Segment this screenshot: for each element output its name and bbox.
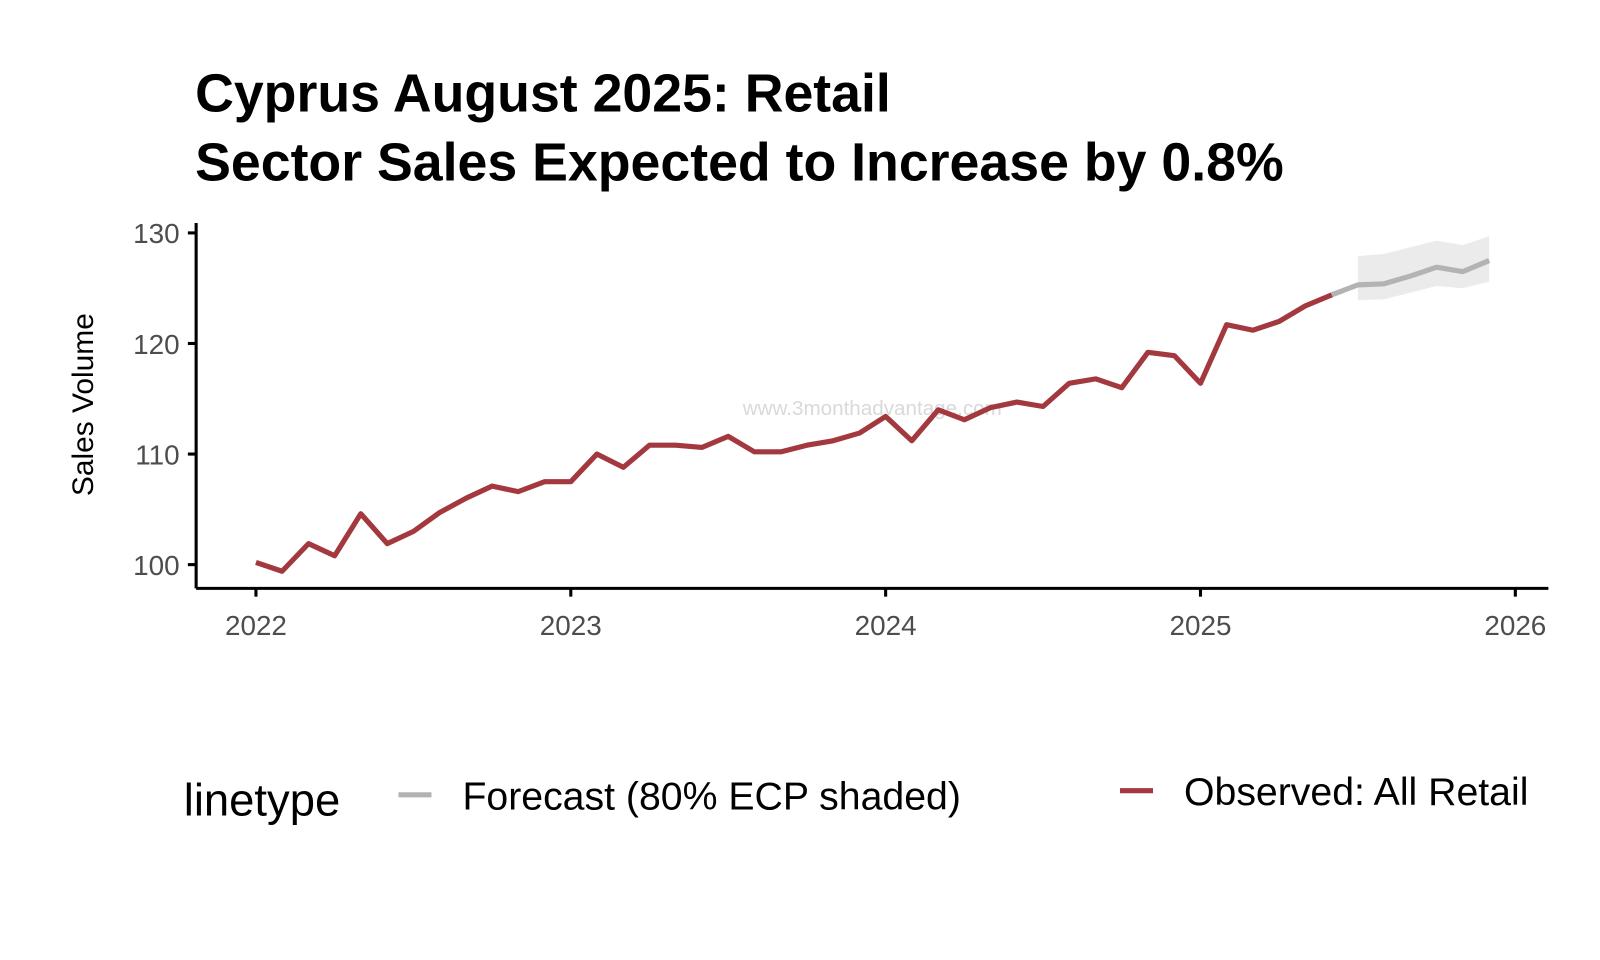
y-tick-label: 120 [133, 329, 179, 360]
chart-title: Sector Sales Expected to Increase by 0.8… [195, 133, 1284, 193]
series-line [1330, 258, 1491, 298]
y-tick-label: 130 [133, 218, 179, 249]
legend-title: linetype [184, 774, 341, 825]
x-tick-label: 2024 [855, 610, 917, 641]
series-line [255, 292, 1333, 574]
x-tick-label: 2022 [225, 610, 287, 641]
legend-label: Forecast (80% ECP shaded) [462, 774, 960, 818]
x-tick-label: 2025 [1169, 610, 1231, 641]
x-tick-label: 2026 [1484, 610, 1546, 641]
y-axis-label: Sales Volume [67, 313, 100, 496]
y-tick-label: 110 [135, 439, 179, 470]
chart-title: Cyprus August 2025: Retail [195, 63, 891, 123]
y-tick-label: 100 [133, 550, 179, 581]
legend-label: Observed: All Retail [1184, 770, 1528, 814]
x-tick-label: 2023 [540, 610, 602, 641]
